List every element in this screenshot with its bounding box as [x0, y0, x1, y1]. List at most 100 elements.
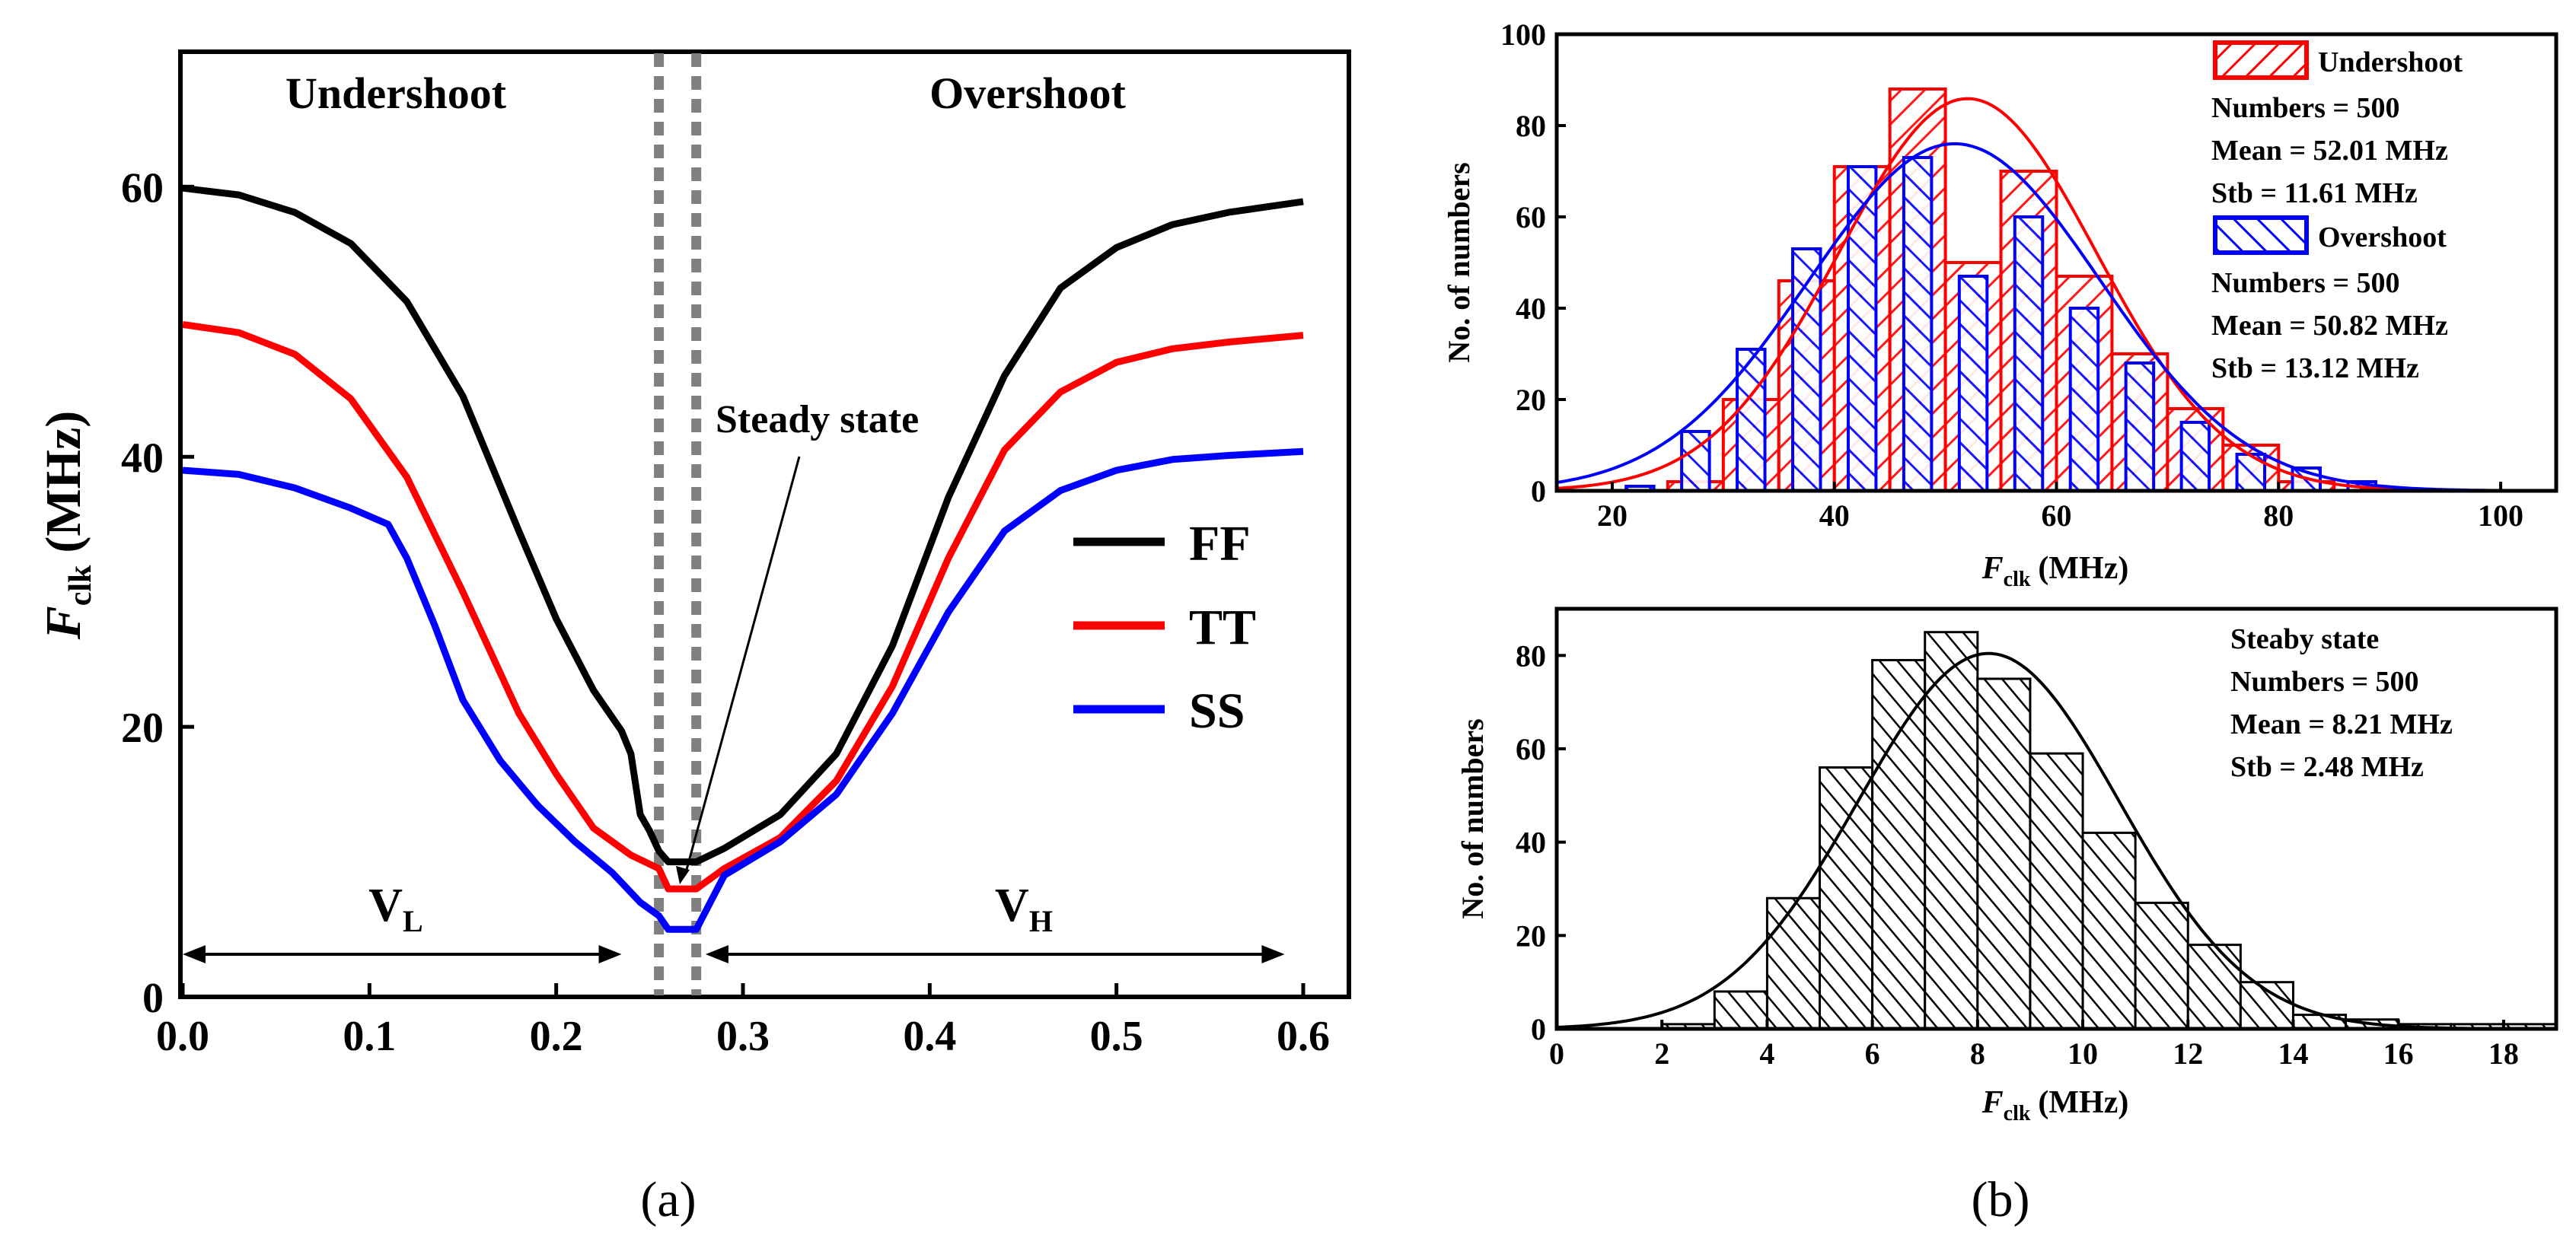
normal-fit-curve: [1556, 651, 2556, 1030]
x-tick-label: 6: [1865, 1036, 1880, 1071]
y-tick-label: 0: [142, 975, 164, 1022]
histogram-bar-overshoot: [1957, 275, 1989, 492]
x-tick-label: 8: [1970, 1036, 1985, 1071]
histogram-bar: [1976, 677, 2032, 1030]
x-tick-label: 100: [2478, 498, 2523, 533]
steady-state-arrowhead: [676, 866, 690, 884]
histogram-bar: [1713, 990, 1768, 1030]
legend-label-undershoot: Undershoot: [2318, 46, 2463, 78]
legend-label-ss: SS: [1189, 683, 1245, 739]
histogram-bar-overshoot: [2068, 307, 2100, 492]
y-tick-label: 60: [1516, 200, 1546, 234]
x-tick-label: 10: [2067, 1036, 2098, 1071]
x-tick-label: 16: [2383, 1036, 2414, 1071]
legend-label-ff: FF: [1189, 516, 1251, 571]
histogram-bar: [2029, 752, 2084, 1030]
y-tick-label: 80: [1516, 109, 1546, 143]
undershoot-label: Undershoot: [285, 68, 507, 118]
panel-a-frame: [178, 49, 1351, 999]
legend-stat: Stb = 11.61 MHz: [2211, 177, 2418, 209]
series-line-tt: [182, 320, 1304, 893]
steady-state-label: Steady state: [716, 398, 919, 441]
legend-stat: Numbers = 500: [2211, 267, 2400, 299]
vl-label: VL: [368, 880, 422, 938]
vh-arrow-head-right: [1261, 945, 1285, 963]
legend-stat: Mean = 50.82 MHz: [2211, 310, 2448, 342]
y-tick-label: 20: [1516, 383, 1546, 417]
legend-label: Steaby state: [2230, 623, 2379, 655]
panel-b-bottom-histogram: 0 2 4 6 8 10 12 14 16 18 0 20 40 60 80 Steaby state Num…: [1455, 606, 2558, 1227]
x-tick-label: 0.6: [1277, 1013, 1330, 1060]
x-tick-label: 4: [1759, 1036, 1774, 1071]
histogram-bar: [2081, 831, 2137, 1030]
steady-state-arrow: [684, 456, 801, 876]
legend-stat: Mean = 52.01 MHz: [2211, 135, 2448, 167]
vh-label: VH: [995, 880, 1053, 938]
y-tick-label: 40: [1516, 826, 1546, 860]
x-tick-label: 40: [1819, 498, 1850, 533]
overshoot-label: Overshoot: [929, 68, 1126, 118]
panel-b-bottom-ylabel: No. of numbers: [1455, 718, 1490, 918]
x-tick-label: 0.4: [903, 1013, 956, 1060]
vh-arrow-head-left: [705, 945, 728, 963]
panel-a-ylabel: Fclk(MHz): [36, 411, 98, 641]
legend-stat: Numbers = 500: [2211, 92, 2400, 124]
histogram-bar-overshoot: [1791, 247, 1822, 492]
x-tick-label: 60: [2042, 498, 2072, 533]
panel-b-bottom-frame: [1554, 606, 2558, 1031]
y-tick-label: 60: [121, 164, 164, 212]
y-tick-label: 20: [1516, 918, 1546, 953]
y-tick-label: 80: [1516, 638, 1546, 673]
legend-stat: Mean = 8.21 MHz: [2230, 708, 2453, 740]
x-tick-label: 14: [2278, 1036, 2308, 1071]
series-line-ff: [182, 184, 1304, 866]
y-tick-label: 0: [1531, 1012, 1546, 1046]
x-tick-label: 0.5: [1090, 1013, 1143, 1060]
histogram-bar: [1871, 658, 1927, 1030]
histogram-bar-overshoot: [2124, 361, 2156, 492]
x-tick-label: 18: [2488, 1036, 2519, 1071]
x-tick-label: 80: [2263, 498, 2294, 533]
x-tick-label: 2: [1654, 1036, 1669, 1071]
vl-arrow-head-right: [598, 945, 622, 963]
x-tick-label: 0.2: [530, 1013, 583, 1060]
legend-stat: Stb = 13.12 MHz: [2211, 352, 2419, 384]
y-tick-label: 20: [121, 705, 164, 752]
legend-stat: Stb = 2.48 MHz: [2230, 751, 2424, 783]
x-tick-label: 20: [1597, 498, 1628, 533]
x-tick-label: 12: [2173, 1036, 2203, 1071]
panel-b-top-ylabel: No. of numbers: [1442, 162, 1476, 362]
histogram-bar: [2186, 944, 2242, 1030]
histogram-bar-overshoot: [1846, 165, 1878, 492]
x-tick-label: 0.0: [156, 1013, 209, 1060]
legend-swatch-undershoot: [2213, 40, 2309, 80]
normal-fit-curve-overshoot: [1556, 142, 2556, 492]
histogram-bar: [2134, 901, 2189, 1030]
histogram-bar-overshoot: [2013, 215, 2045, 492]
series-line-ss: [182, 447, 1304, 933]
panel-a-caption: (a): [640, 1172, 696, 1227]
histogram-bar: [1765, 896, 1822, 1030]
y-tick-label: 40: [121, 435, 164, 482]
panel-b-caption: (b): [1972, 1172, 2030, 1227]
x-tick-label: 0.1: [343, 1013, 396, 1060]
histogram-bar-overshoot: [1902, 156, 1934, 492]
panel-b-top-histogram: 20 40 60 80 100 0 20 40 60 80 100 Undershoot Number…: [1442, 18, 2558, 591]
legend-label-tt: TT: [1189, 600, 1256, 655]
histogram-bar: [1924, 631, 1979, 1030]
vl-arrow-head-left: [183, 945, 206, 963]
histogram-bar-overshoot: [2179, 421, 2211, 492]
y-tick-label: 100: [1500, 18, 1546, 52]
x-tick-label: 0: [1549, 1036, 1564, 1071]
y-tick-label: 0: [1531, 474, 1546, 508]
legend-swatch-overshoot: [2213, 215, 2309, 255]
panel-b-bottom-xlabel: Fclk (MHz): [1981, 1085, 2129, 1125]
y-tick-label: 40: [1516, 291, 1546, 326]
panel-b-top-xlabel: Fclk (MHz): [1981, 551, 2129, 591]
histogram-bar: [1819, 766, 1874, 1030]
legend-stat: Numbers = 500: [2230, 666, 2419, 698]
x-tick-label: 0.3: [716, 1013, 770, 1060]
legend-label-overshoot: Overshoot: [2318, 221, 2447, 253]
